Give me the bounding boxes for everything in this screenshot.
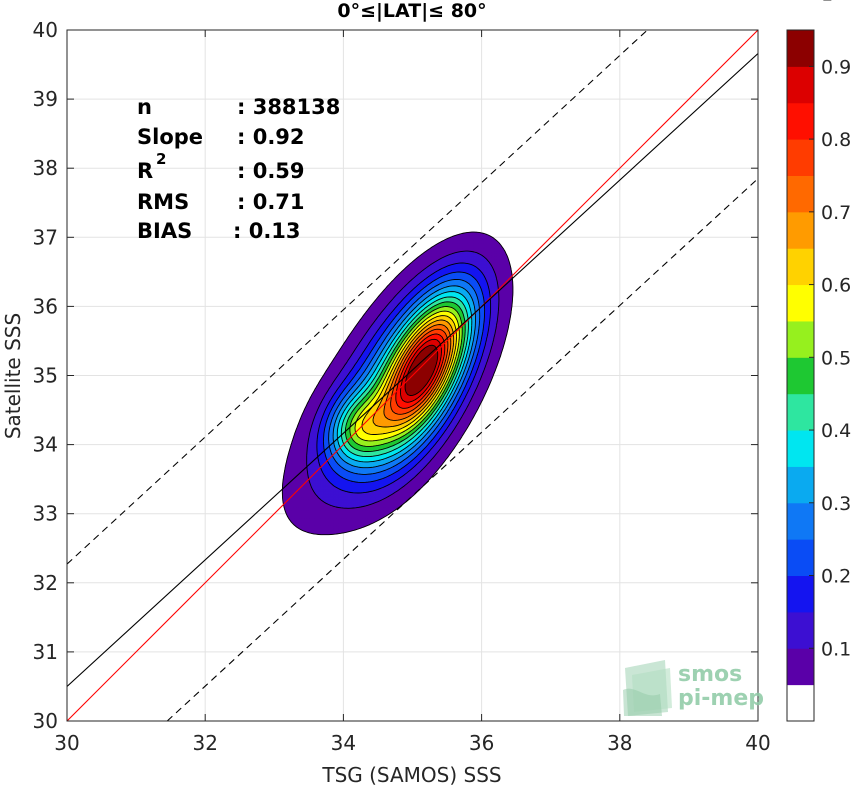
x-axis-ticks: 30 32 34 36 38 40 [54,30,771,755]
contour-line [281,231,514,536]
stat-r2-superscript: 2 [156,150,166,168]
colorbar-segment [787,139,814,176]
contour-line [323,271,486,483]
colorbar-tick-label: 0.5 [821,347,851,369]
stat-bias-label: BIAS [137,219,192,243]
y-tick-label: 31 [33,640,58,664]
colorbar-tick-label: 1 [821,0,833,6]
colorbar-tick-label: 0.6 [821,275,851,297]
colorbar-segment [787,30,814,67]
colorbar-tick-label: 0.1 [821,638,851,660]
line-identity [67,30,758,721]
contour-line [399,338,442,403]
colorbar-segment [787,466,814,504]
logo-wave-icon [623,660,672,716]
colorbar-segment [787,284,814,322]
chart-title: 0°≤|LAT|≤ 80° [337,0,486,22]
colorbar-segment [787,502,814,540]
contour-line [344,301,466,452]
colorbar-segment [787,66,814,104]
y-tick-label: 38 [33,156,58,180]
colorbar-tick-label: 0.8 [821,129,851,151]
contour-line [328,278,481,475]
contour-line [336,291,473,463]
x-tick-label: 36 [469,731,494,755]
colorbar-tick-label: 0.7 [821,202,851,224]
colorbar-tick-label: 0.9 [821,56,851,78]
y-axis-ticks: 30 31 32 33 34 35 36 37 38 39 40 [33,18,758,733]
x-tick-label: 34 [331,731,356,755]
colorbar-segment [787,175,814,213]
logo-text-smos: smos [678,662,742,687]
y-tick-label: 35 [33,364,58,388]
stats-box: n : 388138 Slope : 0.92 R 2 : 0.59 RMS :… [137,95,340,243]
colorbar-segment [787,357,814,395]
colorbar-segment [787,611,814,649]
y-tick-label: 39 [33,87,58,111]
colorbar-segment [787,430,814,467]
x-tick-label: 32 [192,731,217,755]
y-tick-label: 40 [33,18,58,42]
contour-line [349,306,463,447]
colorbar-tick-label: 0.2 [821,566,851,588]
contour-line [306,250,500,509]
y-tick-label: 32 [33,571,58,595]
colorbar-segment [787,248,814,286]
smos-pimep-logo: smos pi-mep [623,660,764,716]
colorbar-segment [787,211,814,249]
stat-slope-label: Slope [137,125,203,149]
x-tick-label: 30 [54,731,79,755]
contour-line [395,333,446,409]
stat-rms-label: RMS [137,190,189,214]
line-fit [67,53,758,687]
stat-n-label: n [137,95,152,119]
colorbar-tick-label: 0.3 [821,493,851,515]
contour-line [361,315,457,435]
colorbar-segment [787,684,814,722]
stat-r2-value: : 0.59 [237,159,305,183]
x-tick-label: 40 [745,731,770,755]
y-tick-label: 36 [33,294,58,318]
colorbar-segment [787,393,814,431]
y-axis-label: Satellite SSS [1,313,25,439]
stat-bias-value: : 0.13 [233,219,301,243]
stat-n-value: : 388138 [237,95,340,119]
x-axis-label: TSG (SAMOS) SSS [321,763,501,787]
line-lower [166,178,758,721]
colorbar-tick-label: 0.4 [821,420,851,442]
contour-line [340,296,469,458]
colorbar [787,30,814,722]
regression-lines [67,30,758,721]
colorbar-frame [786,29,815,722]
stat-slope-value: : 0.92 [237,125,305,149]
stat-r2-label: R [137,159,153,183]
colorbar-ticks: 0.1 0.2 0.3 0.4 0.5 0.6 0.7 0.8 0.9 1 [809,0,851,660]
y-tick-label: 34 [33,433,58,457]
y-tick-label: 33 [33,502,58,526]
y-tick-label: 30 [33,709,58,733]
contour-line [332,285,476,469]
colorbar-segment [787,102,814,140]
colorbar-segment [787,320,814,358]
colorbar-segment [787,648,814,686]
contour-line [390,328,449,415]
colorbar-segment [787,539,814,577]
stat-rms-value: : 0.71 [237,190,305,214]
logo-text-pimep: pi-mep [678,686,764,711]
y-tick-label: 37 [33,225,58,249]
colorbar-segment [787,575,814,613]
x-tick-label: 38 [607,731,632,755]
